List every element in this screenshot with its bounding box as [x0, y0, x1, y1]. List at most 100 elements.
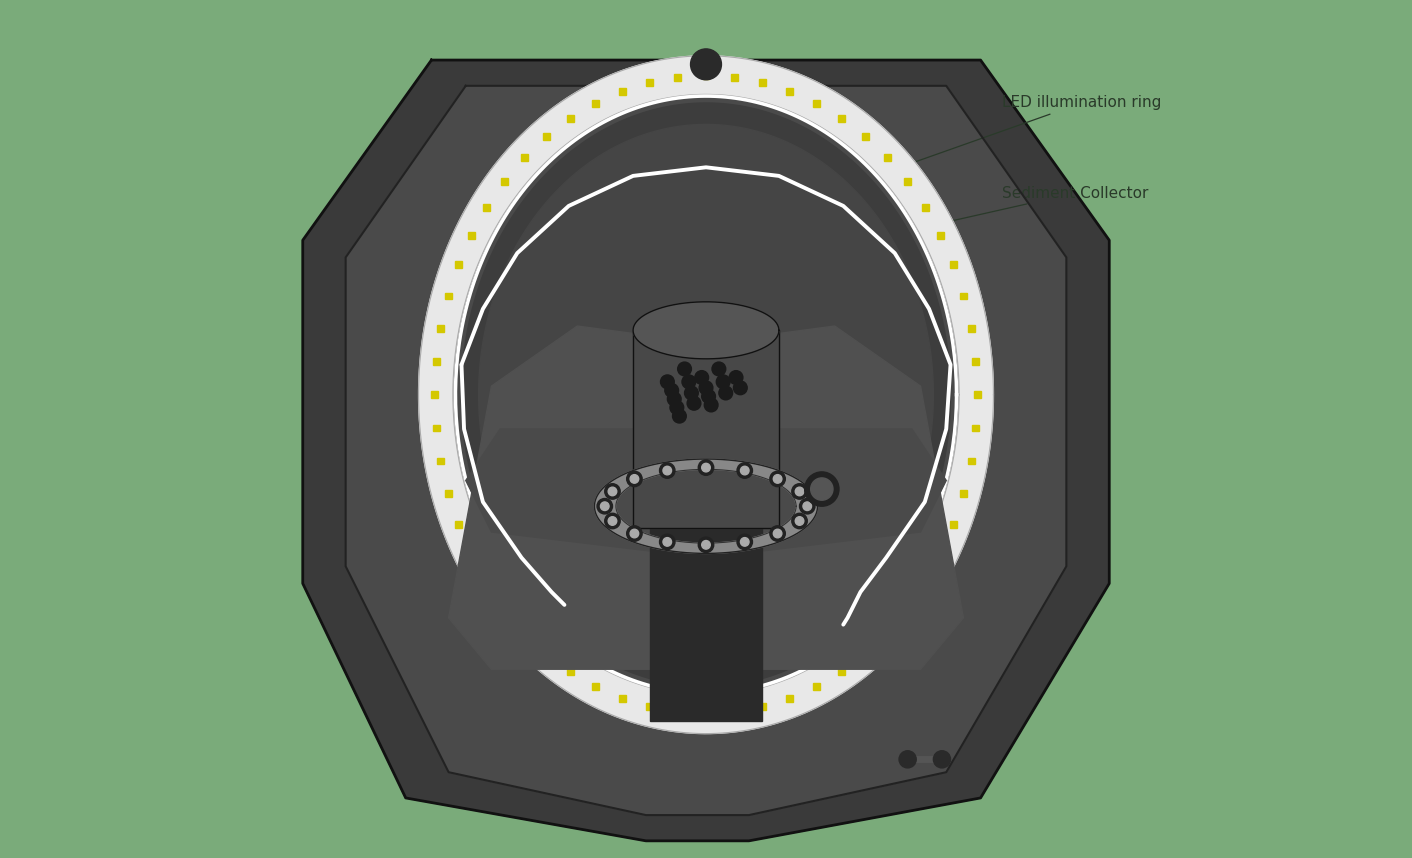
- Bar: [544, 650, 551, 656]
- Bar: [938, 232, 945, 239]
- Circle shape: [685, 386, 699, 400]
- Bar: [467, 232, 474, 239]
- Polygon shape: [302, 60, 1110, 841]
- Circle shape: [627, 526, 642, 541]
- Text: Sediment Collector: Sediment Collector: [945, 185, 1148, 222]
- Circle shape: [664, 466, 672, 474]
- Bar: [618, 695, 626, 702]
- Bar: [938, 551, 945, 558]
- Bar: [960, 293, 967, 299]
- Circle shape: [604, 513, 620, 529]
- Bar: [568, 115, 573, 122]
- Circle shape: [705, 398, 719, 412]
- Bar: [703, 72, 709, 79]
- Bar: [544, 133, 551, 140]
- Bar: [967, 325, 974, 332]
- Bar: [904, 605, 911, 612]
- Bar: [731, 74, 738, 81]
- Bar: [433, 425, 439, 432]
- Bar: [950, 262, 957, 269]
- Polygon shape: [633, 330, 779, 528]
- Bar: [974, 391, 980, 398]
- Circle shape: [792, 484, 808, 499]
- Bar: [786, 88, 794, 94]
- Bar: [960, 490, 967, 497]
- Bar: [647, 704, 654, 710]
- Bar: [445, 490, 452, 497]
- Bar: [432, 391, 438, 398]
- Circle shape: [630, 529, 638, 538]
- Circle shape: [659, 462, 675, 478]
- Circle shape: [733, 381, 747, 395]
- Polygon shape: [449, 326, 963, 669]
- Polygon shape: [346, 86, 1066, 815]
- Bar: [438, 457, 445, 464]
- Bar: [904, 178, 911, 184]
- Bar: [483, 579, 490, 586]
- Bar: [592, 683, 599, 690]
- Circle shape: [609, 517, 617, 525]
- Circle shape: [799, 498, 815, 514]
- Circle shape: [627, 471, 642, 486]
- Bar: [455, 521, 462, 528]
- Bar: [433, 358, 439, 365]
- Text: Photogrammetry: Photogrammetry: [750, 374, 899, 424]
- Circle shape: [803, 502, 812, 511]
- Circle shape: [810, 478, 833, 500]
- Polygon shape: [462, 103, 950, 686]
- Bar: [813, 100, 820, 106]
- Circle shape: [668, 392, 681, 406]
- Circle shape: [702, 541, 710, 549]
- Circle shape: [740, 538, 748, 547]
- Polygon shape: [651, 480, 761, 721]
- Circle shape: [774, 474, 782, 483]
- Polygon shape: [594, 459, 818, 553]
- Bar: [839, 115, 844, 122]
- Circle shape: [699, 460, 713, 475]
- Circle shape: [805, 472, 839, 506]
- Bar: [973, 358, 979, 365]
- Bar: [674, 74, 681, 81]
- Circle shape: [690, 49, 722, 80]
- Circle shape: [665, 384, 679, 397]
- Circle shape: [597, 498, 613, 514]
- Circle shape: [792, 513, 808, 529]
- Bar: [568, 668, 573, 674]
- Bar: [967, 457, 974, 464]
- Bar: [758, 79, 765, 86]
- Polygon shape: [633, 302, 779, 359]
- Circle shape: [672, 409, 686, 423]
- Bar: [922, 203, 929, 210]
- Circle shape: [702, 390, 716, 403]
- Bar: [455, 262, 462, 269]
- Circle shape: [600, 502, 609, 511]
- Circle shape: [699, 537, 713, 553]
- Circle shape: [933, 751, 950, 768]
- Circle shape: [661, 375, 675, 389]
- Text: Splash Cup: Splash Cup: [707, 280, 809, 341]
- Circle shape: [770, 471, 785, 486]
- Bar: [839, 668, 844, 674]
- Bar: [973, 425, 979, 432]
- Circle shape: [774, 529, 782, 538]
- Bar: [884, 628, 891, 635]
- Circle shape: [699, 381, 713, 395]
- Circle shape: [609, 487, 617, 496]
- Circle shape: [729, 371, 743, 384]
- Circle shape: [702, 463, 710, 472]
- Circle shape: [719, 386, 733, 400]
- Bar: [501, 605, 508, 612]
- Bar: [647, 79, 654, 86]
- Circle shape: [688, 396, 700, 410]
- Bar: [483, 203, 490, 210]
- Bar: [703, 710, 709, 717]
- Text: Outlet: Outlet: [751, 468, 808, 488]
- Circle shape: [899, 751, 916, 768]
- Circle shape: [682, 375, 696, 389]
- Bar: [861, 133, 868, 140]
- Polygon shape: [466, 429, 946, 558]
- Bar: [467, 551, 474, 558]
- Circle shape: [659, 535, 675, 550]
- Circle shape: [737, 535, 753, 550]
- Circle shape: [669, 401, 683, 414]
